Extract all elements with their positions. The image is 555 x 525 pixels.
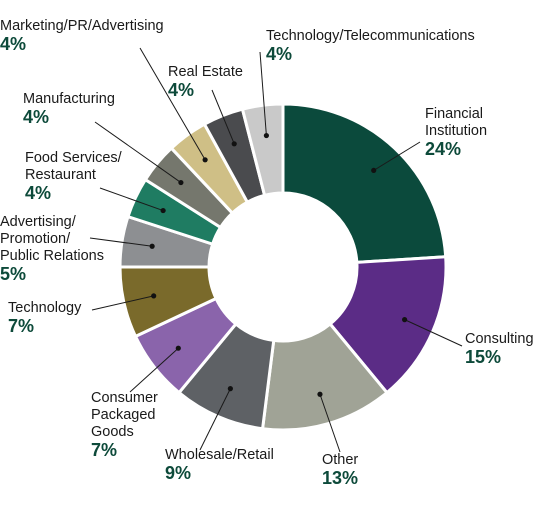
leader-line-consumer-packaged-goods: [129, 347, 179, 393]
leader-line-wholesale-retail: [199, 388, 231, 451]
category-label-consumer-packaged-goods: Consumer Packaged Goods: [91, 390, 158, 440]
leader-dot-wholesale-retail: [227, 386, 233, 392]
value-label-other: 13%: [322, 468, 358, 488]
leader-dot-financial-institution: [371, 167, 377, 174]
category-label-real-estate: Real Estate: [168, 64, 243, 80]
leader-line-advertising-promotion-public-relations: [89, 237, 153, 247]
leader-dot-marketing-pr-advertising: [202, 157, 208, 163]
category-label-marketing-pr-advertising: Marketing/PR/Advertising: [0, 18, 164, 34]
category-label-technology-telecommunications: Technology/Telecommunications: [266, 28, 475, 44]
leader-dot-food-services-restaurant: [160, 207, 166, 214]
value-label-advertising-promotion-public-relations: 5%: [0, 264, 26, 284]
value-label-technology-telecommunications: 4%: [266, 44, 292, 64]
value-label-food-services-restaurant: 4%: [25, 183, 51, 203]
value-label-financial-institution: 24%: [425, 139, 461, 159]
leader-dot-manufacturing: [178, 179, 184, 186]
leader-line-food-services-restaurant: [99, 187, 164, 212]
value-label-real-estate: 4%: [168, 80, 194, 100]
value-label-wholesale-retail: 9%: [165, 463, 191, 483]
leader-dot-advertising-promotion-public-relations: [149, 243, 155, 249]
category-label-other: Other: [322, 452, 358, 468]
leader-line-technology: [91, 295, 154, 311]
value-label-marketing-pr-advertising: 4%: [0, 34, 26, 54]
leader-line-technology-telecommunications: [259, 51, 267, 136]
category-label-food-services-restaurant: Food Services/Restaurant: [25, 150, 123, 183]
leader-dot-technology-telecommunications: [263, 132, 269, 139]
category-label-technology: Technology: [8, 300, 82, 316]
value-label-manufacturing: 4%: [23, 107, 49, 127]
leader-dot-real-estate: [231, 141, 237, 147]
category-label-financial-institution: Financial Institution: [425, 106, 487, 139]
slice-technology-telecommunications: [240, 102, 285, 197]
value-label-technology: 7%: [8, 316, 34, 336]
category-label-advertising-promotion-public-relations: Advertising/Promotion/Public Relations: [0, 214, 104, 264]
value-label-consumer-packaged-goods: 7%: [91, 440, 117, 460]
category-label-consulting: Consulting: [465, 331, 534, 347]
category-label-wholesale-retail: Wholesale/Retail: [165, 447, 274, 463]
leader-line-manufacturing: [94, 121, 182, 183]
leader-dot-consumer-packaged-goods: [175, 345, 181, 351]
leader-dot-technology: [151, 293, 157, 299]
leader-dot-other: [317, 391, 323, 397]
leader-line-other: [319, 394, 341, 453]
value-label-consulting: 15%: [465, 347, 501, 367]
leader-line-marketing-pr-advertising: [139, 47, 206, 161]
leader-dot-consulting: [402, 317, 408, 323]
leader-line-real-estate: [211, 89, 235, 144]
leader-line-consulting: [404, 319, 463, 347]
leader-line-financial-institution: [373, 141, 421, 171]
slice-financial-institution: [281, 102, 448, 264]
category-label-manufacturing: Manufacturing: [23, 91, 115, 107]
